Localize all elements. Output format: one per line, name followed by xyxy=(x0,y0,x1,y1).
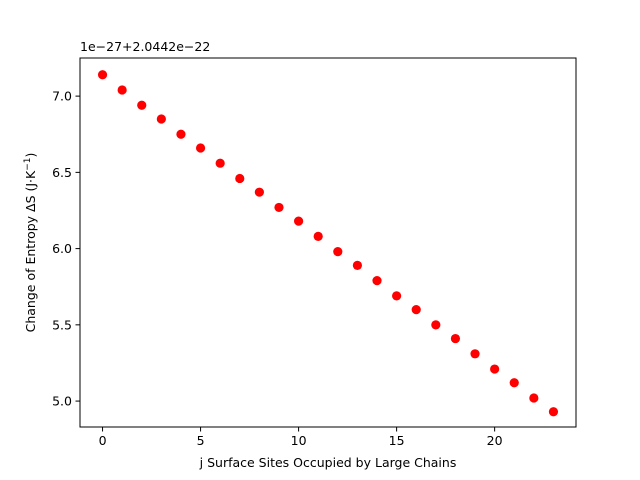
y-tick-label: 5.0 xyxy=(52,394,72,409)
data-point xyxy=(176,129,186,139)
data-point xyxy=(411,304,421,315)
x-tick-label: 15 xyxy=(389,433,405,448)
data-point xyxy=(490,364,500,374)
data-point xyxy=(97,70,108,80)
data-point xyxy=(431,320,441,330)
data-point xyxy=(254,187,264,197)
y-axis-label-text: Change of Entropy ΔS (J·K xyxy=(23,170,38,332)
y-tick-label: 5.5 xyxy=(52,317,72,332)
data-point xyxy=(235,173,245,184)
data-point xyxy=(529,393,539,403)
data-point xyxy=(137,100,147,110)
data-point xyxy=(313,231,323,242)
y-axis-label-close: ) xyxy=(23,153,38,158)
x-axis-ticks: 0 5 10 15 20 xyxy=(99,427,503,448)
data-points xyxy=(97,70,559,417)
y-tick-label: 7.0 xyxy=(52,89,72,104)
y-axis-label-superscript: −1 xyxy=(23,158,33,171)
x-tick-label: 20 xyxy=(487,433,503,448)
data-point xyxy=(156,114,166,124)
plot-frame xyxy=(79,57,577,428)
data-point xyxy=(274,202,284,213)
x-axis-label: j Surface Sites Occupied by Large Chains xyxy=(199,455,457,470)
data-point xyxy=(470,349,480,359)
x-tick-label: 0 xyxy=(99,433,107,448)
data-point xyxy=(509,378,519,388)
data-point xyxy=(392,291,402,301)
data-point xyxy=(215,158,225,168)
y-tick-label: 6.5 xyxy=(52,165,72,180)
y-tick-label: 6.0 xyxy=(52,241,72,256)
data-point xyxy=(372,276,382,286)
y-offset-label: 1e−27+2.0442e−22 xyxy=(80,39,210,54)
data-point xyxy=(195,143,206,153)
x-tick-label: 10 xyxy=(291,433,307,448)
data-point xyxy=(548,407,559,417)
data-point xyxy=(117,85,127,95)
data-point xyxy=(293,216,304,226)
y-axis-label: Change of Entropy ΔS (J·K−1) xyxy=(23,153,38,333)
y-axis-ticks: 5.0 5.5 6.0 6.5 7.0 xyxy=(52,89,80,409)
data-point xyxy=(352,260,363,270)
data-point xyxy=(450,333,461,344)
x-tick-label: 5 xyxy=(197,433,205,448)
data-point xyxy=(333,247,343,257)
